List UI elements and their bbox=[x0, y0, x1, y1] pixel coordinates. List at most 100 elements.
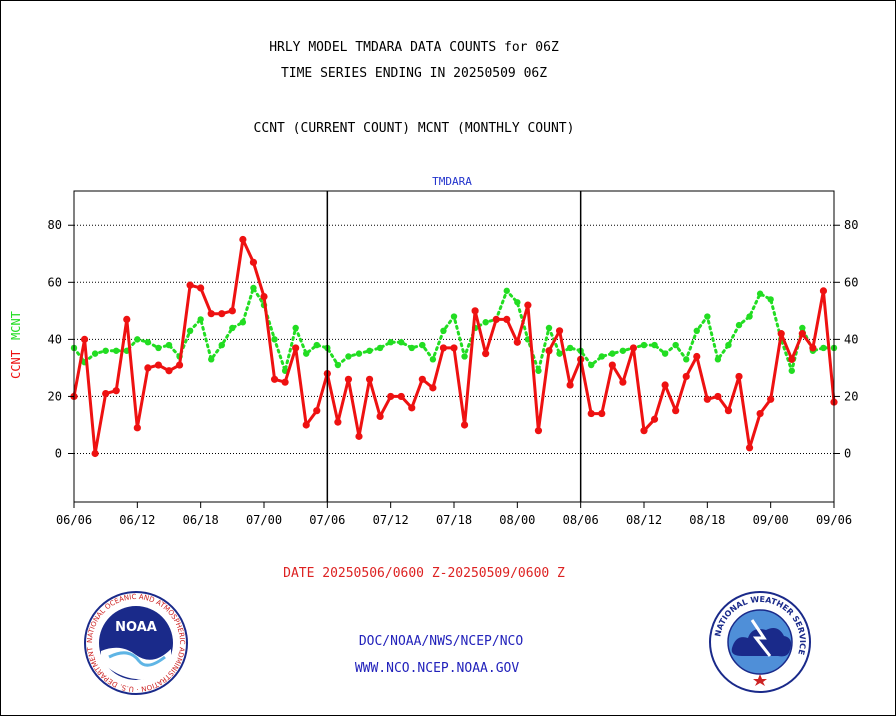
mcnt-point bbox=[661, 350, 669, 357]
ccnt-point bbox=[239, 235, 247, 244]
mcnt-point bbox=[102, 347, 109, 354]
ccnt-point bbox=[408, 404, 416, 412]
ccnt-point bbox=[650, 415, 659, 423]
mcnt-point bbox=[440, 327, 447, 335]
ccnt-point bbox=[693, 352, 701, 361]
ccnt-point bbox=[619, 378, 627, 386]
ccnt-point bbox=[450, 344, 458, 352]
x-tick-label: 07/18 bbox=[436, 513, 472, 527]
x-tick-label: 09/06 bbox=[816, 513, 852, 527]
mcnt-point bbox=[651, 341, 658, 349]
mcnt-point bbox=[334, 361, 342, 369]
x-tick-label: 07/06 bbox=[309, 513, 345, 527]
ccnt-point bbox=[534, 427, 543, 435]
ccnt-series bbox=[70, 235, 838, 458]
x-tick-label: 06/12 bbox=[119, 513, 155, 527]
mcnt-point bbox=[303, 350, 310, 357]
panel-title: TMDARA bbox=[432, 175, 472, 188]
mcnt-point bbox=[271, 336, 278, 343]
ccnt-point bbox=[397, 392, 405, 401]
y-tick-label-left: 0 bbox=[55, 446, 62, 460]
noaa-logo-text: NOAA bbox=[115, 620, 157, 635]
mcnt-point bbox=[535, 367, 542, 374]
mcnt-point bbox=[250, 284, 257, 292]
y-tick-label-right: 0 bbox=[844, 446, 851, 460]
ccnt-point bbox=[133, 424, 141, 432]
ccnt-point bbox=[387, 392, 395, 401]
date-range-label: DATE 20250506/0600 Z-20250509/0600 Z bbox=[283, 566, 565, 581]
ccnt-point bbox=[608, 361, 616, 369]
mcnt-point bbox=[788, 367, 795, 374]
ccnt-point bbox=[207, 310, 215, 318]
y-tick-label-right: 20 bbox=[844, 389, 858, 403]
ccnt-point bbox=[598, 409, 606, 418]
ccnt-point bbox=[260, 292, 268, 301]
mcnt-point bbox=[450, 313, 458, 320]
mcnt-point bbox=[461, 353, 468, 360]
ccnt-point bbox=[756, 409, 764, 418]
ccnt-point bbox=[682, 372, 690, 381]
y-axis-label-mcnt: MCNT bbox=[9, 311, 23, 340]
mcnt-point bbox=[208, 356, 215, 363]
mcnt-point bbox=[735, 321, 743, 329]
url-line: WWW.NCO.NCEP.NOAA.GOV bbox=[354, 661, 520, 676]
ccnt-point bbox=[429, 384, 437, 392]
ccnt-point bbox=[545, 347, 553, 355]
mcnt-point bbox=[482, 319, 489, 326]
mcnt-point bbox=[588, 361, 595, 369]
ccnt-point bbox=[165, 367, 173, 375]
ccnt-point bbox=[819, 287, 828, 295]
ccnt-point bbox=[344, 375, 353, 383]
mcnt-point bbox=[598, 353, 605, 360]
ccnt-point bbox=[661, 381, 669, 389]
ccnt-point bbox=[80, 335, 89, 343]
mcnt-point bbox=[197, 316, 204, 323]
mcnt-point bbox=[91, 350, 99, 357]
mcnt-point bbox=[165, 341, 173, 349]
nws-logo: NATIONAL WEATHER SERVICE bbox=[709, 591, 811, 693]
x-tick-label: 09/00 bbox=[753, 513, 789, 527]
ccnt-point bbox=[513, 338, 521, 346]
ccnt-point bbox=[640, 427, 648, 435]
mcnt-point bbox=[419, 341, 426, 349]
ccnt-point bbox=[629, 344, 638, 352]
y-axis-label-ccnt: CCNT bbox=[9, 350, 23, 379]
plot-frame bbox=[73, 190, 835, 503]
y-tick-label-left: 20 bbox=[48, 389, 62, 403]
x-tick-label: 06/18 bbox=[183, 513, 219, 527]
mcnt-point bbox=[113, 347, 120, 354]
mcnt-point bbox=[714, 356, 722, 363]
ccnt-point bbox=[418, 375, 426, 383]
ccnt-point bbox=[714, 392, 722, 401]
grid-layer bbox=[74, 224, 834, 454]
ccnt-point bbox=[745, 444, 754, 452]
ccnt-point bbox=[186, 281, 194, 289]
x-tick-label: 07/00 bbox=[246, 513, 282, 527]
ccnt-point bbox=[460, 421, 469, 429]
ccnt-point bbox=[365, 375, 374, 383]
y-axis-label: CCNT MCNT bbox=[9, 311, 23, 379]
mcnt-point bbox=[186, 327, 194, 335]
org-line: DOC/NOAA/NWS/NCEP/NCO bbox=[358, 634, 524, 649]
mcnt-point bbox=[725, 341, 732, 349]
noaa-logo: NOAA NATIONAL OCEANIC AND ATMOSPHERIC AD… bbox=[81, 591, 188, 695]
mcnt-point bbox=[566, 344, 574, 352]
y-tick-label-left: 40 bbox=[48, 332, 62, 346]
mcnt-point bbox=[672, 341, 679, 349]
ccnt-point bbox=[376, 412, 384, 421]
mcnt-point bbox=[429, 356, 437, 363]
ccnt-point bbox=[313, 407, 321, 415]
mcnt-point bbox=[683, 356, 690, 363]
ccnt-point bbox=[767, 395, 775, 403]
ccnt-point bbox=[809, 344, 817, 352]
ccnt-point bbox=[555, 327, 564, 335]
ccnt-point bbox=[724, 407, 733, 415]
mcnt-point bbox=[366, 347, 373, 354]
mcnt-point bbox=[313, 341, 320, 349]
ccnt-point bbox=[249, 258, 258, 266]
mcnt-point bbox=[556, 350, 563, 357]
mcnt-point bbox=[746, 313, 753, 320]
ccnt-point bbox=[524, 301, 532, 309]
